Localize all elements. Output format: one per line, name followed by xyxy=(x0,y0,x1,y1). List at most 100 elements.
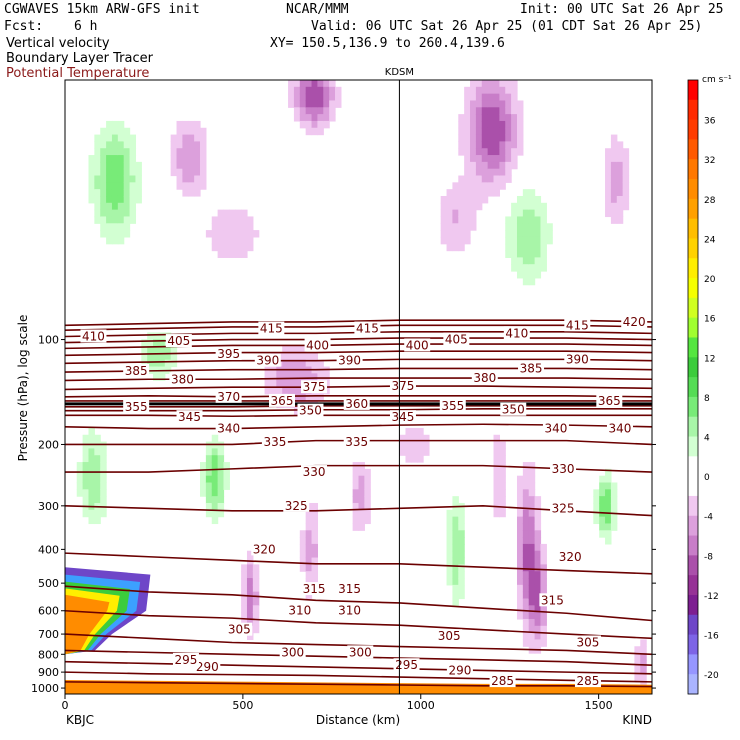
vertical-velocity-cell xyxy=(528,530,536,538)
vertical-velocity-cell xyxy=(522,482,530,490)
vertical-velocity-cell xyxy=(264,380,272,388)
vertical-velocity-cell xyxy=(511,216,518,224)
vertical-velocity-cell xyxy=(499,475,506,484)
theta-label-bg xyxy=(336,603,363,617)
vertical-velocity-cell xyxy=(534,571,542,579)
vertical-velocity-cell xyxy=(440,202,448,211)
colorbar-swatch xyxy=(688,555,698,576)
vertical-velocity-cell xyxy=(288,93,295,102)
vertical-velocity-cell xyxy=(188,141,195,149)
vertical-velocity-cell xyxy=(364,509,371,518)
vertical-velocity-cell xyxy=(111,168,119,177)
vertical-velocity-cell xyxy=(252,612,260,620)
vertical-velocity-cell xyxy=(111,230,119,238)
vertical-velocity-cell xyxy=(311,530,319,538)
vertical-velocity-cell xyxy=(82,448,90,456)
vertical-velocity-cell xyxy=(470,120,477,129)
y-axis-title: Pressure (hPa), log scale xyxy=(16,315,30,462)
theta-contour-320 xyxy=(65,552,652,575)
vertical-velocity-cell xyxy=(288,100,295,108)
theta-label-bg xyxy=(574,635,601,649)
vertical-velocity-cell xyxy=(352,509,360,518)
theta-label-bg xyxy=(279,645,306,659)
vertical-velocity-cell xyxy=(452,189,459,197)
vertical-velocity-cell xyxy=(475,148,483,156)
model-title: CGWAVES 15km ARW-GFS init xyxy=(4,2,200,17)
vertical-velocity-cell xyxy=(352,489,360,497)
vertical-velocity-cell xyxy=(487,120,495,129)
vertical-velocity-cell xyxy=(217,236,225,245)
vertical-velocity-cell xyxy=(282,352,289,361)
vertical-velocity-cell xyxy=(516,202,524,211)
vertical-velocity-cell xyxy=(593,516,600,525)
theta-contour-315 xyxy=(65,585,652,622)
vertical-velocity-cell xyxy=(516,543,524,552)
theta-label: 415 xyxy=(260,322,283,336)
vertical-velocity-cell xyxy=(288,352,295,361)
vertical-velocity-cell xyxy=(264,387,272,395)
init-time: Init: 00 UTC Sat 26 Apr 25 xyxy=(520,2,724,17)
vertical-velocity-cell xyxy=(481,127,489,136)
vertical-velocity-cell xyxy=(516,530,524,538)
vertical-velocity-cell xyxy=(241,209,248,218)
vertical-velocity-cell xyxy=(88,509,95,518)
vertical-velocity-cell xyxy=(100,127,107,136)
vertical-velocity-cell xyxy=(540,243,547,252)
vertical-velocity-cell xyxy=(540,578,547,586)
vertical-velocity-cell xyxy=(223,223,230,231)
vertical-velocity-cell xyxy=(111,216,119,224)
vertical-velocity-cell xyxy=(188,168,195,177)
vertical-velocity-cell xyxy=(129,202,137,211)
vertical-velocity-cell xyxy=(246,236,254,245)
vertical-velocity-cell xyxy=(211,216,219,224)
vertical-velocity-cell xyxy=(505,155,512,163)
theta-label: 390 xyxy=(566,352,589,366)
x-tick-label: 1000 xyxy=(407,699,435,712)
vertical-velocity-cell xyxy=(100,223,107,231)
vertical-velocity-cell xyxy=(499,155,506,163)
vertical-velocity-cell xyxy=(516,257,524,265)
vertical-velocity-cell xyxy=(493,107,500,115)
vertical-velocity-cell xyxy=(470,189,477,197)
vertical-velocity-cell xyxy=(610,141,618,149)
vertical-velocity-cell xyxy=(94,134,101,142)
colorbar-swatch xyxy=(688,357,698,378)
vertical-velocity-cell xyxy=(246,598,254,606)
vertical-velocity-cell xyxy=(458,223,465,231)
vertical-velocity-cell xyxy=(481,107,489,115)
vertical-velocity-cell xyxy=(176,134,183,142)
vertical-velocity-cell xyxy=(505,114,512,122)
vertical-velocity-cell xyxy=(106,230,113,238)
vertical-velocity-cell xyxy=(135,175,142,183)
theta-label-bg xyxy=(80,329,107,343)
vertical-velocity-cell xyxy=(622,155,630,163)
vertical-velocity-cell xyxy=(205,482,213,490)
vertical-velocity-cell xyxy=(528,468,536,477)
vertical-velocity-cell xyxy=(288,387,295,395)
vertical-velocity-cell xyxy=(100,189,107,197)
vertical-velocity-cell xyxy=(182,168,189,177)
vertical-velocity-cell xyxy=(540,230,547,238)
vertical-velocity-cell xyxy=(200,482,207,490)
vertical-velocity-cell xyxy=(516,489,524,497)
vertical-velocity-cell xyxy=(293,107,301,115)
vertical-velocity-cell xyxy=(100,230,107,238)
vertical-velocity-cell xyxy=(599,489,606,497)
vertical-velocity-cell xyxy=(458,209,465,218)
vertical-velocity-cell xyxy=(528,639,536,647)
vertical-velocity-cell xyxy=(188,120,195,129)
vertical-velocity-cell xyxy=(475,168,483,177)
theta-label: 350 xyxy=(502,403,525,417)
vertical-velocity-cell xyxy=(458,236,465,245)
vertical-velocity-cell xyxy=(299,373,307,381)
vertical-velocity-cell xyxy=(516,612,524,620)
theta-label: 300 xyxy=(349,645,372,659)
vertical-velocity-cell xyxy=(94,189,101,197)
vertical-velocity-cell xyxy=(299,550,307,559)
theta-label: 360 xyxy=(345,397,368,411)
vertical-velocity-cell xyxy=(610,209,618,218)
theta-contour-290 xyxy=(65,671,652,683)
vertical-velocity-cell xyxy=(522,209,530,218)
theta-label-bg xyxy=(172,652,199,666)
vertical-velocity-cell xyxy=(540,557,547,565)
